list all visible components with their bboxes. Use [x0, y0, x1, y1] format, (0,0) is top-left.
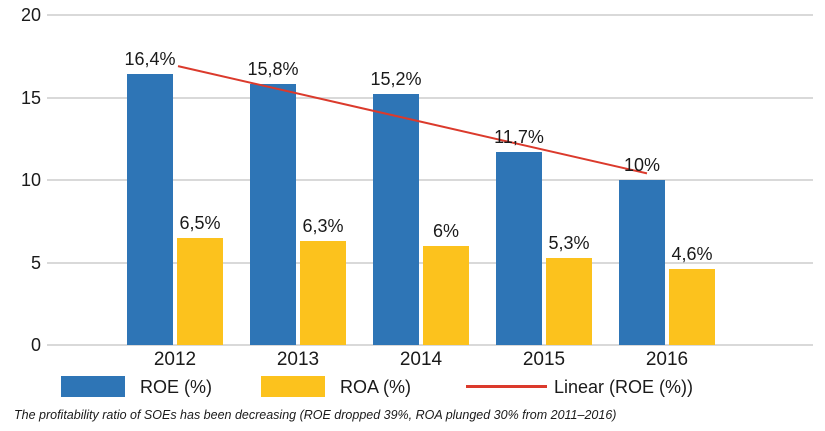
legend-label-roe: ROE (%) [140, 377, 212, 397]
gridline [47, 179, 813, 181]
bar-roe [127, 74, 173, 345]
data-label-roa: 5,3% [548, 232, 590, 253]
legend-trendline-sample [466, 385, 547, 388]
y-axis-tick-label: 10 [20, 170, 41, 190]
data-label-roa: 6% [432, 221, 459, 241]
caption: The profitability ratio of SOEs has been… [14, 408, 617, 422]
legend-label-trend: Linear (ROE (%)) [554, 377, 694, 397]
x-axis-tick-label: 2015 [522, 349, 566, 370]
data-label-roe: 11,7% [494, 126, 544, 147]
x-axis-tick-label: 2013 [276, 349, 320, 370]
y-axis-tick-label: 15 [20, 87, 41, 108]
data-label-roa: 4,6% [671, 244, 713, 265]
data-label-roe: 16,4% [124, 49, 176, 70]
y-axis-tick-label: 20 [20, 5, 41, 25]
legend-swatch-roa [261, 376, 325, 397]
y-axis-tick-label: 0 [30, 335, 41, 355]
gridline [47, 344, 813, 346]
x-axis-tick-label: 2012 [153, 349, 197, 370]
bar-roa [300, 241, 346, 345]
x-axis-tick-label: 2014 [399, 349, 443, 370]
legend-label-roa: ROA (%) [340, 377, 412, 397]
bar-roa [177, 237, 223, 345]
legend-swatch-roe [61, 376, 125, 397]
data-label-roe: 10% [623, 155, 661, 175]
y-axis-tick-label: 5 [30, 252, 41, 273]
x-axis-tick-label: 2016 [645, 349, 689, 370]
bar-roe [496, 151, 542, 345]
bar-roa [669, 269, 715, 345]
data-label-roe: 15,8% [247, 59, 299, 80]
data-label-roe: 15,2% [370, 69, 422, 90]
data-label-roa: 6,5% [179, 212, 221, 233]
bar-roe [619, 180, 665, 345]
bar-roa [423, 246, 469, 345]
bar-roa [546, 257, 592, 345]
gridline [47, 14, 813, 16]
data-label-roa: 6,3% [302, 216, 344, 237]
